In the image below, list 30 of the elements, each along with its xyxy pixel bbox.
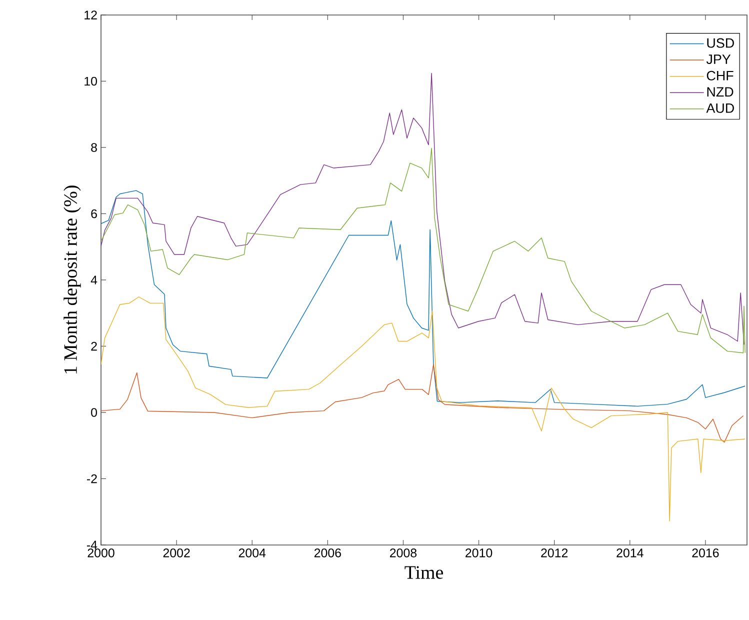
- legend-label: JPY: [706, 54, 731, 64]
- x-tick-label: 2000: [88, 548, 114, 558]
- line-series: [101, 364, 744, 443]
- y-tick-label: -2: [86, 474, 97, 484]
- line-series: [101, 190, 746, 407]
- line-series: [101, 72, 744, 345]
- y-tick-label: 12: [84, 10, 97, 20]
- y-tick-label: 10: [84, 76, 97, 86]
- y-tick-label: 8: [91, 143, 97, 152]
- x-tick-label: 2014: [616, 548, 644, 558]
- x-tick-label: 2004: [238, 548, 266, 558]
- x-tick-label: 2002: [163, 548, 190, 558]
- line-series: [101, 296, 746, 522]
- x-tick-label: 2006: [314, 548, 341, 558]
- x-tick-label: 2016: [692, 548, 719, 558]
- y-tick-label: 2: [91, 342, 97, 351]
- x-tick-label: 2008: [390, 548, 417, 558]
- legend-label: USD: [707, 38, 734, 48]
- y-tick-label: 6: [91, 209, 97, 218]
- legend-label: CHF: [706, 70, 734, 80]
- legend-label: AUD: [706, 104, 734, 113]
- line-series: [101, 148, 746, 354]
- legend-label: NZD: [707, 87, 734, 97]
- x-tick-label: 2010: [466, 548, 492, 558]
- y-axis-title: 1 Month deposit rate (%): [64, 186, 81, 374]
- x-tick-label: 2012: [541, 548, 568, 558]
- y-tick-label: 0: [91, 408, 97, 417]
- y-tick-label: 4: [90, 276, 98, 284]
- y-tick-label: -4: [86, 540, 98, 550]
- x-axis-title: Time: [404, 566, 444, 579]
